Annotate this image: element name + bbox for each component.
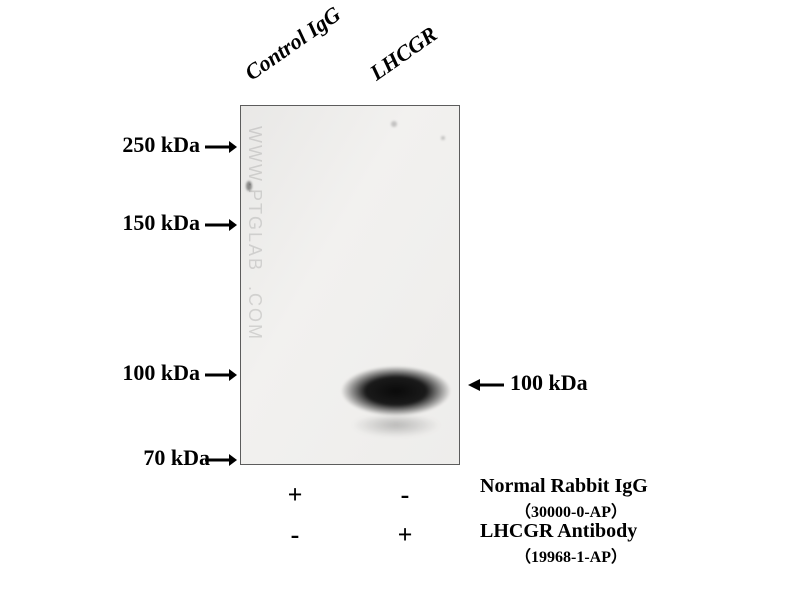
- arrow-icon: [205, 368, 237, 382]
- mw-label-150: 150 kDa: [100, 210, 200, 236]
- protein-band: [341, 366, 451, 416]
- western-blot-image: WWW.PTGLAB .COM: [240, 105, 460, 465]
- mw-label-70: 70 kDa: [110, 445, 210, 471]
- arrow-left-icon: [468, 378, 504, 392]
- noise-speckle: [391, 121, 397, 127]
- band-callout-label: 100 kDa: [510, 370, 588, 396]
- pm-row2-col1: -: [280, 520, 310, 550]
- legend-row1: Normal Rabbit IgG: [480, 475, 648, 498]
- legend-row2-sub: （19968-1-AP）: [515, 543, 627, 567]
- legend-row1-sub: （30000-0-AP）: [515, 498, 627, 522]
- watermark-bottom: .COM: [244, 286, 265, 341]
- mw-label-250: 250 kDa: [100, 132, 200, 158]
- noise-speckle: [246, 181, 252, 191]
- column-label-lhcgr: LHCGR: [365, 21, 442, 86]
- column-label-control: Control IgG: [240, 1, 346, 86]
- mw-label-100: 100 kDa: [100, 360, 200, 386]
- legend-row2: LHCGR Antibody: [480, 520, 637, 543]
- watermark-top: WWW.PTGLAB: [244, 126, 265, 272]
- pm-row2-col2: +: [390, 520, 420, 550]
- pm-row1-col2: -: [390, 480, 420, 510]
- protein-band-smear: [341, 416, 451, 446]
- arrow-icon: [205, 140, 237, 154]
- pm-row1-col1: +: [280, 480, 310, 510]
- figure-container: Control IgG LHCGR WWW.PTGLAB .COM 250 kD…: [0, 0, 800, 600]
- arrow-icon: [205, 218, 237, 232]
- noise-speckle: [441, 136, 445, 140]
- arrow-icon: [205, 453, 237, 467]
